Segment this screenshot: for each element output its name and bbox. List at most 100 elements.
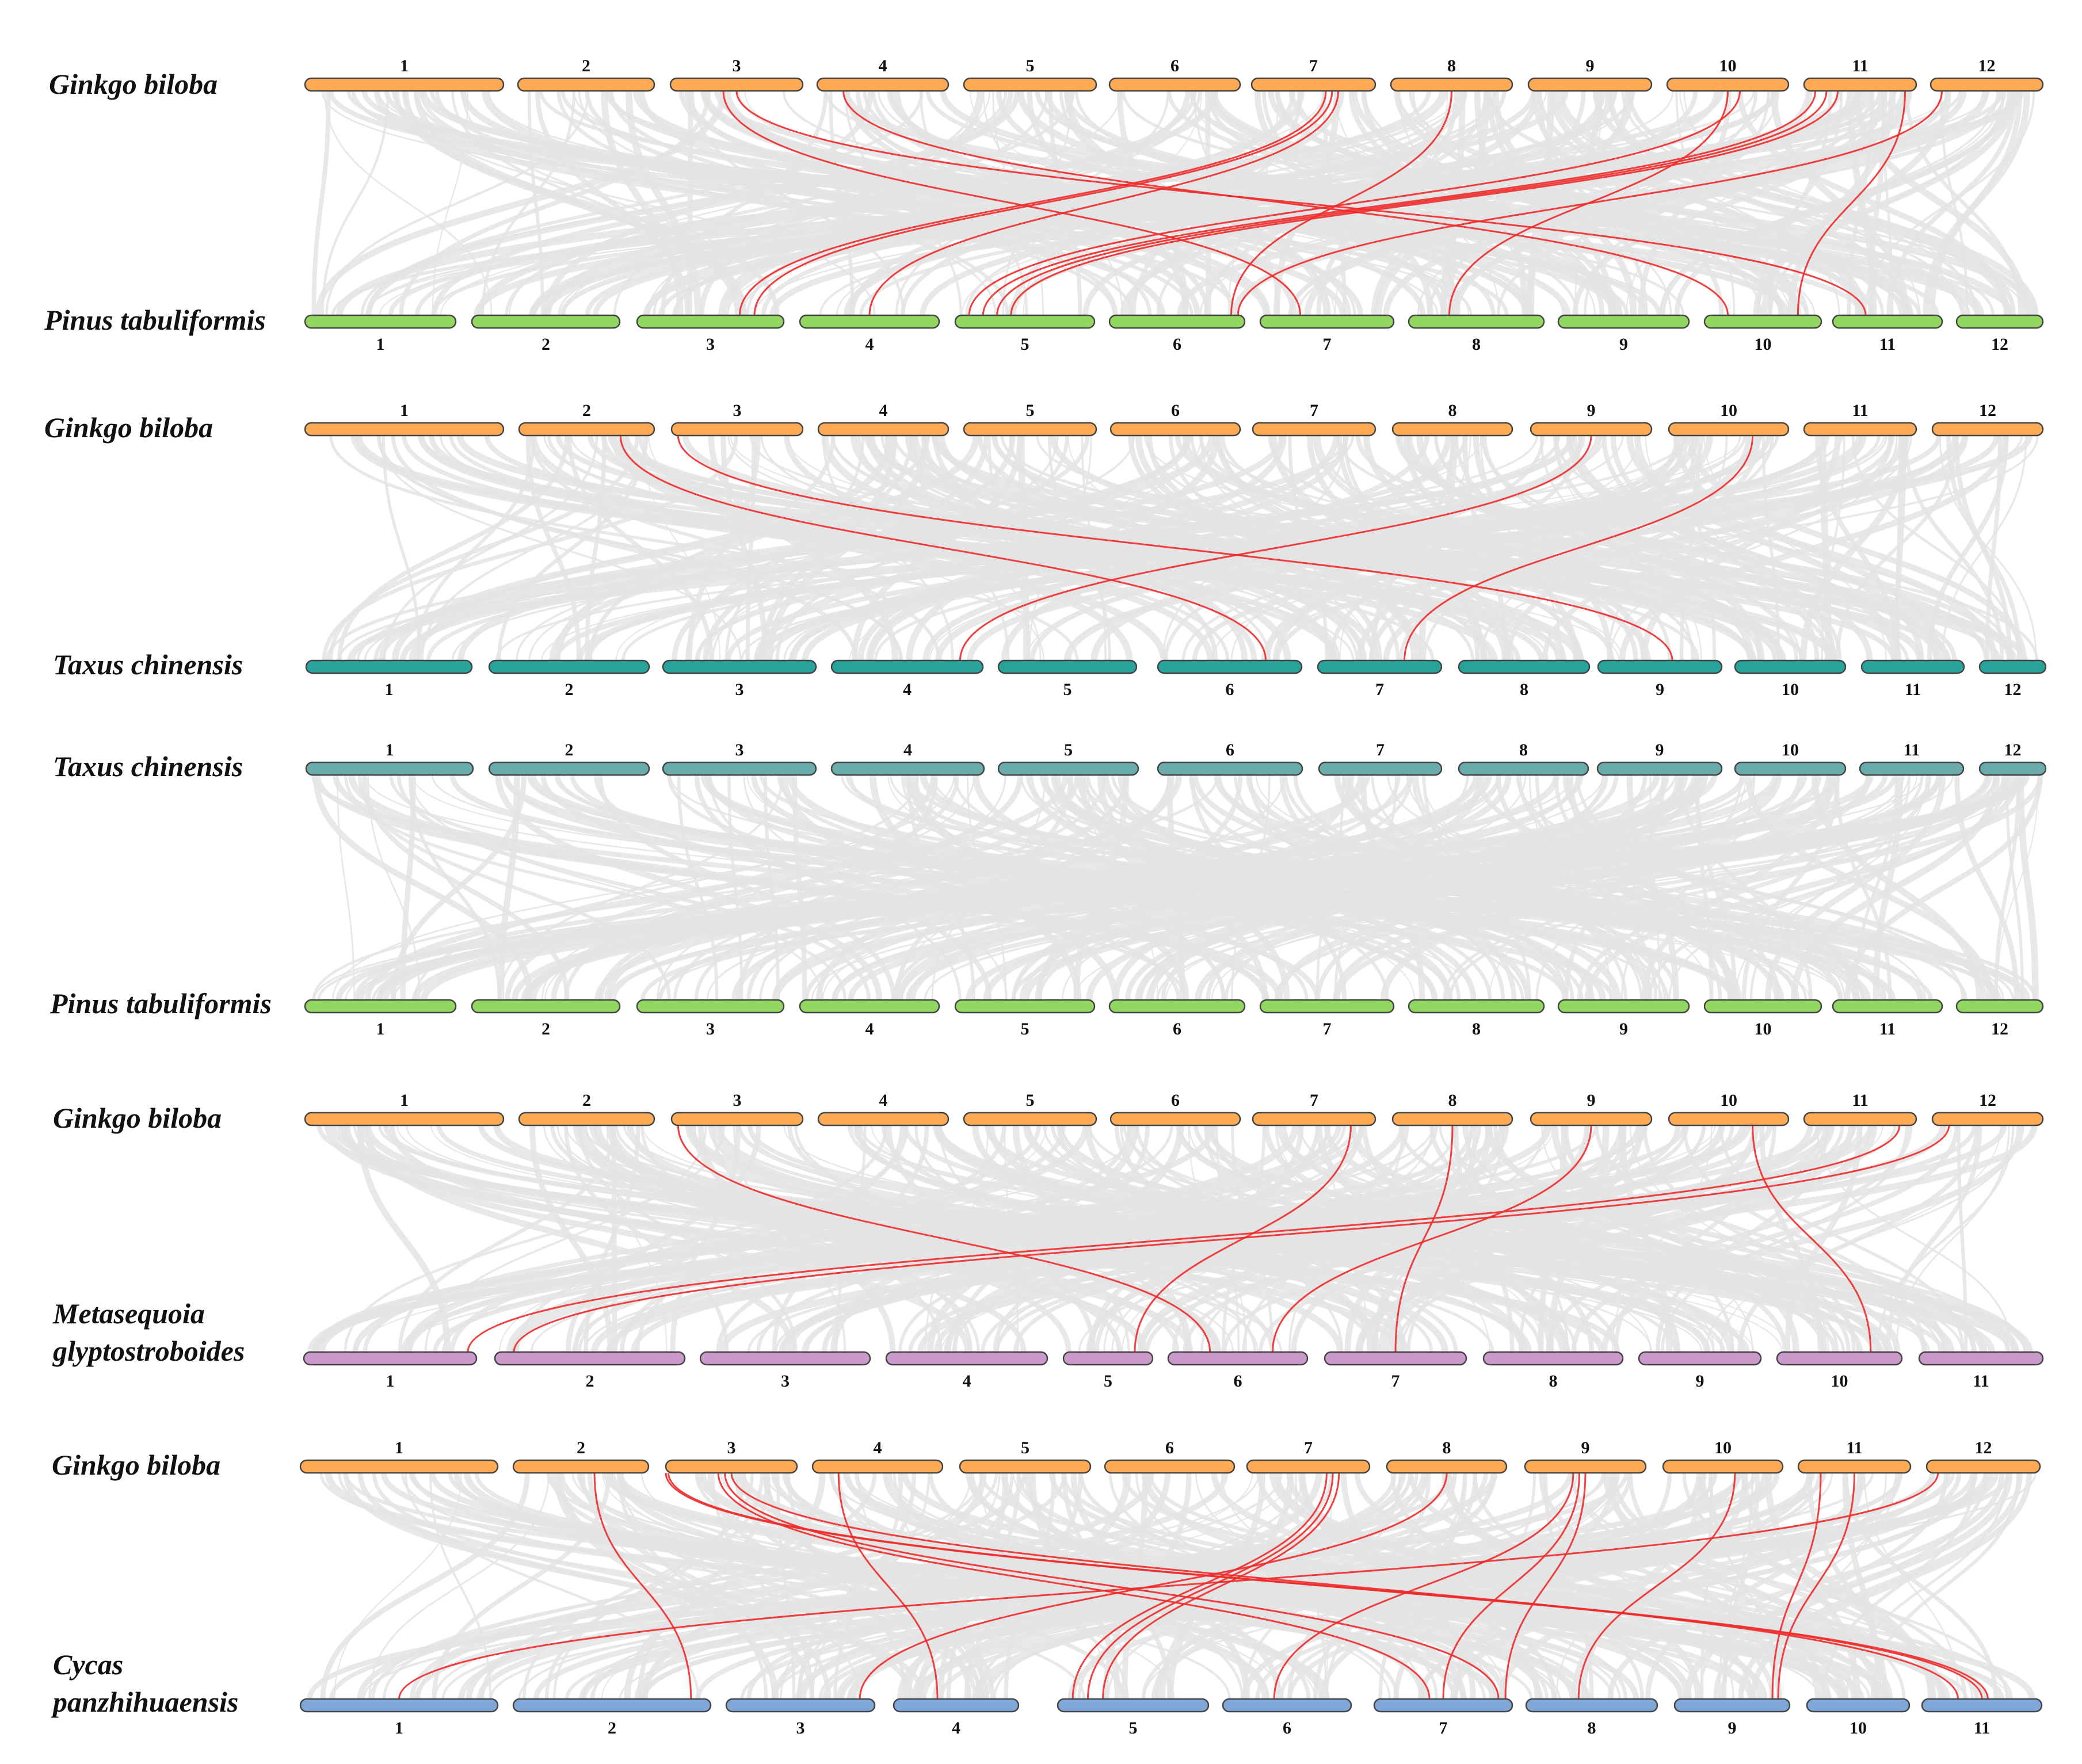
chromosome-number: 10	[1782, 740, 1799, 759]
background-synteny-link	[1876, 1125, 2015, 1353]
background-synteny-link	[1844, 774, 2043, 1001]
syntenic-gene-link	[1237, 90, 1943, 316]
chromosome-number: 6	[1173, 1020, 1181, 1038]
background-synteny-link	[1443, 774, 1924, 1001]
chromosome-8	[1525, 1698, 1658, 1713]
highlight-links	[619, 435, 1754, 661]
background-synteny-link	[617, 435, 1214, 661]
chromosome-number: 6	[1165, 1438, 1174, 1457]
chromosome-number: 9	[1619, 1020, 1628, 1038]
syntenic-gene-link	[722, 90, 1302, 316]
background-synteny-link	[362, 1472, 1773, 1700]
background-synteny-link	[1348, 90, 1605, 316]
background-synteny-link	[311, 90, 331, 316]
background-synteny-link	[981, 1472, 1765, 1700]
background-synteny-link	[754, 435, 1966, 661]
background-synteny-link	[908, 1125, 1812, 1353]
chromosome-number: 8	[1472, 335, 1481, 354]
chromosome-number: 10	[1755, 335, 1772, 354]
background-synteny-link	[1811, 774, 1983, 1001]
top-chromosome-row: 1 2 3 4 5 6 7 8 9 10 11 12	[305, 740, 2047, 776]
syntenic-gene-link	[1777, 1472, 1855, 1700]
background-synteny-link	[1473, 435, 1613, 661]
chromosome-4	[817, 422, 950, 437]
species-label-bottom: Pinus tabuliformis	[44, 304, 266, 336]
chromosome-10	[1806, 1698, 1911, 1713]
background-synteny-link	[1668, 774, 2004, 1001]
chromosome-10	[1662, 1459, 1784, 1474]
chromosome-number: 4	[879, 401, 888, 420]
chromosome-number: 10	[1720, 1091, 1737, 1110]
chromosome-2	[512, 1459, 650, 1474]
background-synteny-link	[699, 90, 984, 316]
syntenic-gene-link	[668, 1472, 1989, 1700]
chromosome-10	[1668, 422, 1790, 437]
top-chromosome-row: 1 2 3 4 5 6 7 8 9 10 11 12	[304, 1091, 2044, 1127]
syntenic-gene-link	[968, 90, 1741, 316]
chromosome-number: 3	[706, 1020, 715, 1038]
chromosome-3	[725, 1698, 876, 1713]
chromosome-12	[1925, 1459, 2041, 1474]
background-synteny-link	[746, 774, 1128, 1001]
background-synteny-link	[554, 435, 894, 661]
background-synteny-link	[1885, 1125, 1982, 1353]
chromosome-number: 11	[1904, 740, 1920, 759]
chromosome-11	[1803, 1112, 1917, 1127]
chromosome-number: 6	[1171, 401, 1180, 420]
chromosome-number: 8	[1447, 56, 1456, 75]
chromosome-4	[799, 999, 940, 1014]
chromosome-3	[670, 422, 804, 437]
chromosome-1	[299, 1698, 499, 1713]
chromosome-11	[1918, 1351, 2044, 1366]
chromosome-number: 11	[1879, 335, 1896, 354]
background-synteny-link	[1546, 1125, 1913, 1353]
background-synteny-link	[1641, 435, 1841, 661]
background-synteny-link	[1822, 1472, 1976, 1700]
chromosome-number: 10	[1719, 56, 1737, 75]
chromosome-number: 10	[1831, 1372, 1848, 1391]
background-synteny-link	[391, 435, 858, 661]
background-synteny-link	[703, 435, 990, 661]
chromosome-7	[1252, 422, 1376, 437]
background-synteny-link	[1628, 1472, 1824, 1700]
chromosome-number: 1	[400, 1091, 409, 1110]
background-synteny-link	[1863, 1472, 1959, 1700]
background-synteny-link	[348, 774, 1283, 1001]
background-synteny-link	[420, 435, 1832, 661]
chromosome-number: 9	[1696, 1372, 1705, 1391]
background-synteny-link	[543, 90, 874, 316]
background-synteny-link	[1852, 435, 2020, 661]
chromosome-number: 6	[1234, 1372, 1242, 1391]
chromosome-number: 9	[1586, 56, 1595, 75]
chromosome-9	[1597, 659, 1723, 674]
chromosome-number: 12	[2004, 680, 2022, 699]
background-synteny-link	[1395, 435, 1989, 661]
syntenic-gene-link	[842, 90, 1729, 316]
chromosome-3	[662, 761, 817, 776]
background-synteny-link	[376, 435, 902, 661]
chromosome-number: 6	[1283, 1719, 1291, 1738]
chromosome-number: 8	[1519, 740, 1528, 759]
background-synteny-link	[1835, 774, 1892, 1001]
highlight-links	[467, 1125, 1950, 1353]
species-label-bottom-line1: Metasequoia	[52, 1297, 205, 1330]
chromosome-number: 5	[1021, 335, 1029, 354]
syntenic-gene-link	[739, 90, 1327, 316]
syntenic-gene-link	[1102, 1472, 1340, 1700]
background-synteny-link	[1601, 435, 1820, 661]
background-synteny-link	[367, 90, 924, 316]
chromosome-10	[1734, 659, 1847, 674]
chromosome-2	[471, 999, 621, 1014]
background-synteny-link	[1649, 774, 1661, 1001]
chromosome-number: 3	[735, 680, 744, 699]
chromosome-number: 4	[865, 335, 874, 354]
background-synteny-link	[1994, 774, 2020, 1001]
chromosome-number: 2	[582, 401, 591, 420]
chromosome-number: 2	[565, 680, 574, 699]
background-synteny-link	[463, 1472, 1580, 1700]
chromosome-number: 2	[608, 1719, 616, 1738]
background-synteny-link	[1737, 90, 2010, 316]
background-synteny-link	[673, 774, 1107, 1001]
chromosome-2	[488, 761, 650, 776]
